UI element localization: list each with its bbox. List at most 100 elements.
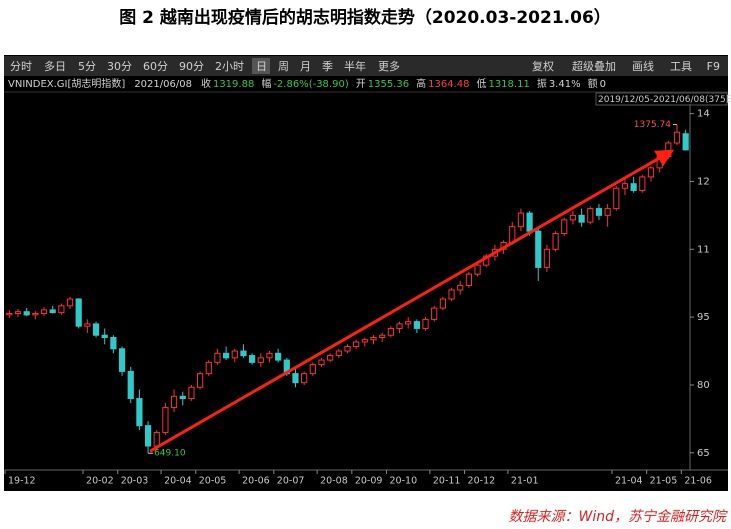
toolbar-button[interactable]: 日 — [256, 60, 267, 73]
candle-body — [214, 352, 221, 363]
candle-body — [144, 425, 152, 447]
toolbar-button[interactable]: 超级叠加 — [572, 59, 616, 73]
toolbar-button[interactable]: 周 — [278, 60, 289, 73]
candle-body — [231, 350, 238, 359]
candle-body — [630, 183, 637, 191]
x-tick-label: 20-02 — [86, 476, 114, 487]
candle-body — [465, 273, 472, 286]
x-tick-label: 20-09 — [355, 476, 383, 487]
candle-body — [526, 212, 533, 232]
candle-body — [179, 395, 186, 400]
info-value: 3.41% — [549, 79, 581, 90]
candle-body — [196, 373, 204, 388]
candle-body — [535, 230, 542, 268]
info-label: 2021/06/08 — [134, 79, 192, 90]
x-tick-label: 20-04 — [164, 476, 192, 487]
toolbar-button[interactable]: 月 — [300, 60, 311, 73]
candle-body — [370, 336, 377, 341]
source: 数据来源：Wind，苏宁金融研究院 — [509, 509, 728, 525]
panel — [4, 55, 728, 491]
candle-body — [344, 346, 351, 352]
info-label: 额 — [588, 77, 598, 90]
range-label: 2019/12/05-2021/06/08(375日 — [598, 94, 731, 105]
info-label: 高 — [416, 77, 426, 90]
candle-body — [413, 321, 420, 329]
x-tick-label: 21-05 — [650, 476, 678, 487]
x-tick-label: 20-06 — [242, 476, 270, 487]
candle-body — [578, 214, 585, 223]
toolbar-button[interactable]: 90分 — [179, 60, 204, 73]
candle-body — [361, 339, 368, 343]
x-tick-label: 21-06 — [684, 476, 712, 487]
candle-body — [162, 407, 169, 433]
candle-body — [422, 318, 429, 329]
toolbar-button[interactable]: 分时 — [10, 60, 32, 73]
candle-body — [6, 313, 13, 316]
candle-body — [118, 348, 126, 372]
y-tick-label: 11 — [697, 244, 710, 255]
toolbar-button[interactable]: 5分 — [78, 60, 96, 73]
candle-body — [249, 355, 256, 363]
candle-body — [353, 341, 360, 348]
toolbar-button[interactable]: 半年 — [344, 59, 366, 73]
candle-body — [639, 176, 646, 191]
candle-body — [188, 386, 195, 400]
candle-body — [110, 336, 117, 350]
info-label: 开 — [356, 79, 366, 90]
info-value: 1318.11 — [488, 79, 529, 90]
x-tick-label: 20-05 — [199, 476, 227, 487]
candle-body — [318, 359, 325, 366]
candle-body — [474, 264, 481, 275]
toolbar-button[interactable]: 2小时 — [215, 60, 244, 73]
toolbar-button[interactable]: 画线 — [632, 59, 654, 73]
x-tick-label: 20-07 — [277, 476, 305, 487]
x-tick-label: 20-12 — [468, 476, 496, 487]
toolbar-button[interactable]: 季 — [322, 60, 333, 73]
candle-body — [14, 311, 22, 315]
x-tick-label: 21-04 — [615, 476, 643, 487]
toolbar-button[interactable]: 更多 — [378, 59, 400, 73]
info-label: 幅 — [261, 77, 271, 90]
candle-body — [448, 289, 455, 300]
candle-body — [275, 352, 282, 361]
candle-body — [257, 357, 264, 363]
range-box — [595, 92, 728, 106]
candle-body — [223, 352, 230, 359]
candle-body — [309, 364, 316, 375]
candle-body — [543, 248, 551, 268]
toolbar-button[interactable]: 复权 — [532, 59, 554, 73]
candle-body — [517, 212, 525, 228]
candle-body — [49, 309, 56, 314]
candle-body — [673, 131, 681, 144]
candle-body — [92, 323, 100, 336]
candle-body — [32, 313, 39, 316]
x-tick-label: 21-01 — [511, 476, 539, 487]
candle-body — [561, 219, 568, 234]
x-tick-label: 20-11 — [433, 476, 461, 487]
info-value: 0 — [600, 79, 606, 90]
y-tick-label: 12 — [697, 176, 710, 187]
info-label: VNINDEX.GI[胡志明指数] — [8, 77, 125, 90]
y-tick-label: 80 — [697, 380, 710, 391]
info-label: 振 — [537, 77, 547, 90]
candle-body — [84, 323, 91, 327]
candle-body — [205, 361, 212, 375]
candle-body — [396, 323, 403, 329]
candle-body — [170, 395, 178, 409]
candle-body — [23, 311, 30, 316]
toolbar-button[interactable]: 工具 — [670, 60, 692, 73]
toolbar-button[interactable]: 30分 — [107, 60, 132, 73]
chart-title: 图 2 越南出现疫情后的胡志明指数走势（2020.03-2021.06） — [119, 7, 611, 28]
candle-body — [439, 298, 446, 309]
toolbar-button[interactable]: 多日 — [44, 59, 66, 73]
candle-body — [292, 373, 299, 384]
y-tick-label: 95 — [697, 312, 710, 323]
info-value: 1364.48 — [428, 79, 469, 90]
toolbar-button[interactable]: 60分 — [143, 60, 168, 73]
candle-body — [587, 208, 594, 223]
toolbar-button[interactable]: F9 — [707, 60, 720, 73]
info-value: -2.86%(-38.90) — [273, 79, 349, 90]
candle-body — [327, 355, 334, 361]
